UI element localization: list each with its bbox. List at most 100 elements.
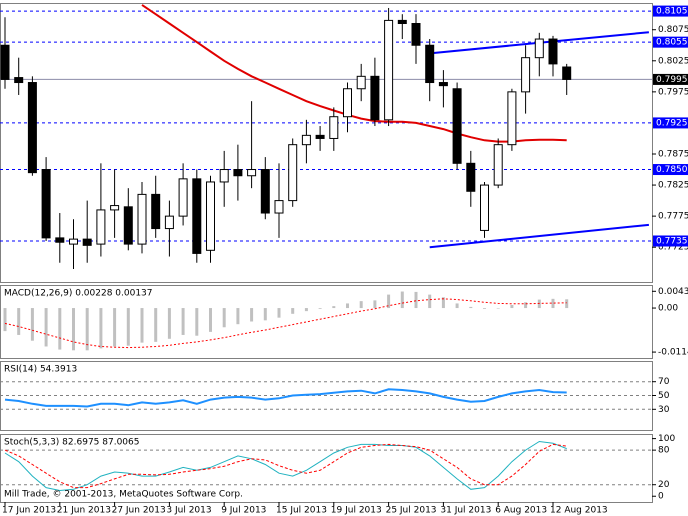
indicator-line [4,443,567,489]
candle-body [288,144,298,202]
candle-body [82,238,92,246]
y-tick-label: 0.7725 [658,243,688,253]
macd-bar [167,308,171,339]
candle-body [110,205,120,211]
candle-body [370,75,380,121]
candle-body [356,75,366,90]
x-tick-label: 17 Jun 2013 [2,506,56,516]
candle-body [247,169,257,177]
macd-bar [304,308,308,312]
candle-body [41,169,51,239]
x-tick-label: 31 Jul 2013 [440,506,491,516]
x-tick-label: 19 Jul 2013 [331,506,382,516]
level-label: 0.7735 [656,236,688,246]
candle-body [14,77,24,84]
level-label-box [653,235,688,247]
indicator-line [4,440,567,492]
candle-body [493,144,503,186]
macd-bar [222,308,226,328]
candle-body [425,44,435,84]
candle-body [151,193,161,230]
candle-body [260,169,270,214]
candle-body [164,215,174,230]
panel-frame [0,434,653,503]
macd-bar [414,291,418,309]
current-price-label: 0.7995 [656,75,688,85]
macd-bar [236,308,240,325]
macd-bar [277,308,281,318]
candle-body [466,162,476,192]
macd-bar [551,298,555,309]
candle-body [137,193,147,245]
candle-body [192,178,202,254]
candle-body [329,116,339,139]
y-tick-label: 70 [658,377,670,387]
level-label-box [653,5,688,17]
panel-title: MACD(12,26,9) 0.00228 0.00137 [4,289,153,299]
indicator-line [4,388,567,408]
candle-body [548,38,558,65]
macd-bar [524,302,528,309]
footer: Mill Trade, © 2001-2013, MetaQuotes Soft… [4,490,243,500]
candle-body [397,19,407,25]
y-tick-label: 20 [658,480,670,490]
y-tick-label: 50 [658,391,670,401]
macd-bar [387,294,391,309]
y-tick-label: 0.7875 [658,149,688,159]
macd-bar [510,304,514,309]
macd-bar [441,297,445,309]
y-tick-label: -0.01146 [658,348,688,358]
macd-bar [291,308,295,314]
candle-body [343,88,352,118]
moving-average [141,4,567,143]
candle-body [521,57,531,93]
y-tick-label: 0.7775 [658,212,688,222]
candle-body [411,23,421,46]
candle-body [219,169,229,183]
macd-bar [332,306,336,309]
level-label-box [653,164,688,176]
y-tick-label: 0.7825 [658,181,688,191]
y-tick-label: 30 [658,405,670,415]
y-tick-label: 0.00436 [658,287,688,297]
candle-body [206,181,215,251]
macd-bar [58,308,62,350]
y-tick-label: 0.8025 [658,56,688,66]
candle-body [384,19,394,121]
y-tick-label: 80 [658,446,670,456]
y-tick-label: 0 [658,492,664,502]
candle-body [301,134,311,146]
macd-bar [44,308,48,347]
price-plot [0,4,652,269]
indicator-plot [4,388,567,408]
macd-bar [113,308,117,347]
macd-bar [428,294,432,309]
candle-body [96,209,106,245]
macd-bar [85,308,89,351]
candle-body [562,66,572,80]
macd-bar [72,308,75,351]
candle-body [480,184,489,231]
y-tick-label: 0.00 [658,304,678,314]
y-tick-label: 0.8075 [658,25,688,35]
x-tick-label: 25 Jul 2013 [386,506,437,516]
macd-bar [99,308,103,349]
panel-frame [0,3,653,283]
x-tick-label: 3 Jul 2013 [166,506,211,516]
macd-bar [181,308,185,335]
x-tick-label: 15 Jul 2013 [276,506,327,516]
x-tick-label: 21 Jun 2013 [57,506,111,516]
candle-body [27,82,37,174]
macd-bar [154,308,158,342]
macd-bar [17,308,21,335]
level-label: 0.7850 [656,165,688,175]
macd-bar [263,308,267,321]
macd-bar [126,308,130,346]
candle-body [69,238,78,245]
macd-bar [496,308,500,309]
macd-bar [318,308,322,309]
candle-body [438,82,448,87]
candle-body [452,88,462,164]
level-label-box [653,36,688,48]
